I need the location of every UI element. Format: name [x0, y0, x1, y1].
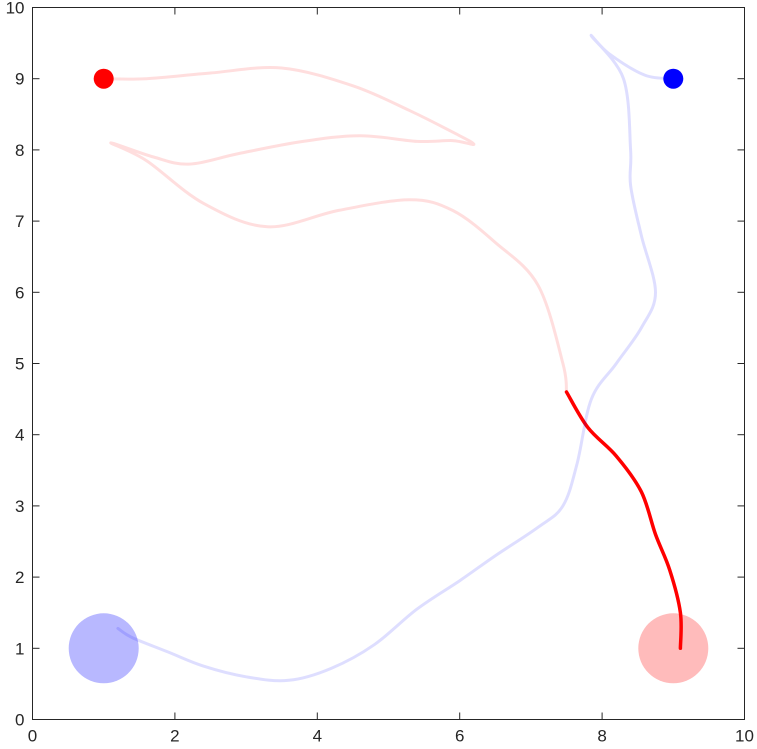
axis-ticks: [32, 7, 745, 720]
trajectory-series-0: [102, 66, 568, 394]
y-tick-label: 0: [15, 711, 24, 730]
y-tick-label: 10: [6, 0, 25, 18]
y-tick-label: 7: [15, 212, 24, 231]
y-tick-label: 4: [15, 426, 24, 445]
y-tick-label: 3: [15, 497, 24, 516]
y-tick-label: 6: [15, 283, 24, 302]
x-tick-label: 6: [455, 727, 464, 746]
goal-disc-1: [638, 613, 709, 684]
start-dot-0: [93, 68, 114, 89]
y-tick-label: 9: [15, 70, 24, 89]
y-tick-label: 8: [15, 141, 24, 160]
x-tick-label: 2: [170, 727, 179, 746]
y-tick-label: 1: [15, 639, 24, 658]
y-tick-label: 5: [15, 355, 24, 374]
x-tick-label: 10: [735, 727, 754, 746]
goal-disc-0: [68, 613, 139, 684]
axis-tick-labels: 0 2 4 6 8 10 0 1 2 3 4 5 6 7 8 9 10: [6, 0, 754, 746]
axes-frame: [32, 7, 745, 720]
y-tick-label: 2: [15, 568, 24, 587]
x-tick-label: 8: [597, 727, 606, 746]
plot-area: [68, 33, 709, 684]
trajectory-series-2: [116, 33, 675, 683]
trajectory-series-1: [564, 390, 683, 651]
x-tick-label: 0: [28, 727, 37, 746]
start-dot-1: [663, 68, 684, 89]
x-tick-label: 4: [313, 727, 322, 746]
